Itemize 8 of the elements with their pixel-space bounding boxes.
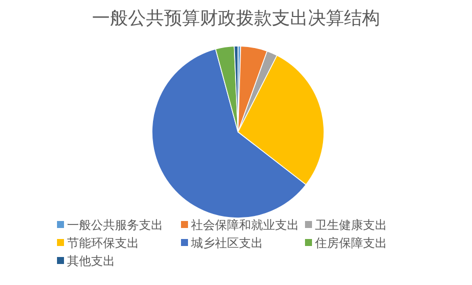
chart-title: 一般公共预算财政拨款支出决算结构: [92, 8, 380, 28]
legend-label: 一般公共服务支出: [67, 218, 163, 232]
legend-label: 社会保障和就业支出: [191, 218, 299, 232]
legend-label: 卫生健康支出: [315, 218, 387, 232]
legend-label: 住房保障支出: [314, 236, 387, 250]
legend-label: 节能环保支出: [67, 236, 139, 250]
legend-label: 其他支出: [67, 254, 115, 268]
legend-label: 城乡社区支出: [190, 236, 263, 250]
